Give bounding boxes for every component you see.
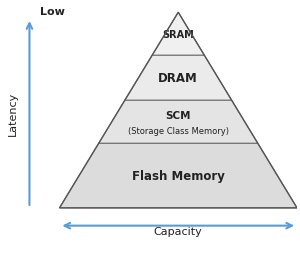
Polygon shape xyxy=(99,101,258,144)
Polygon shape xyxy=(125,56,232,101)
Text: Latency: Latency xyxy=(8,91,18,136)
Text: SCM: SCM xyxy=(166,110,191,120)
Polygon shape xyxy=(152,13,204,56)
Text: Low: Low xyxy=(40,7,65,17)
Text: Flash Memory: Flash Memory xyxy=(132,169,225,182)
Text: (Storage Class Memory): (Storage Class Memory) xyxy=(128,126,229,135)
Text: SRAM: SRAM xyxy=(162,30,194,40)
Text: DRAM: DRAM xyxy=(158,72,198,85)
Polygon shape xyxy=(59,144,297,208)
Text: Capacity: Capacity xyxy=(154,226,202,236)
